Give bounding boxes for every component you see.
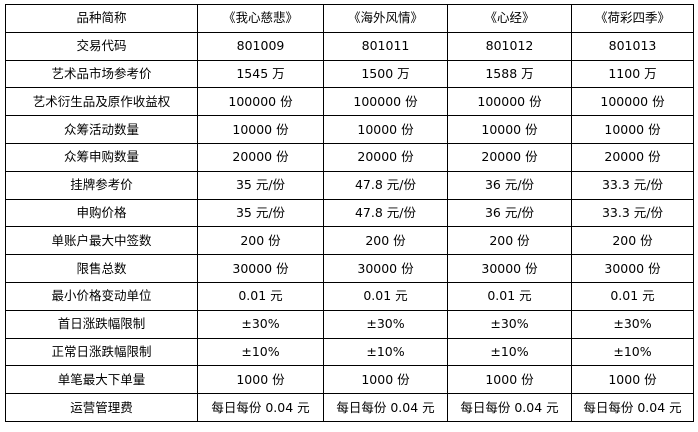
value-cell: 30000 份: [571, 254, 694, 283]
value-cell: 1545 万: [197, 59, 324, 89]
table-row: 限售总数 30000 份 30000 份 30000 份 30000 份: [5, 254, 694, 283]
value-cell: 100000 份: [197, 87, 324, 117]
table-row: 最小价格变动单位 0.01 元 0.01 元 0.01 元 0.01 元: [5, 281, 694, 311]
value-cell: ±30%: [447, 309, 572, 339]
value-cell: 20000 份: [197, 142, 324, 172]
row-label-cell: 首日涨跌幅限制: [5, 309, 198, 339]
header-product-cell: 《海外风情》: [323, 4, 448, 33]
row-label-cell: 众筹申购数量: [5, 142, 198, 172]
table-row: 申购价格 35 元/份 47.8 元/份 36 元/份 33.3 元/份: [5, 198, 694, 228]
table-row: 艺术衍生品及原作收益权 100000 份 100000 份 100000 份 10000…: [5, 87, 694, 117]
value-cell: 33.3 元/份: [571, 198, 694, 228]
table-row: 挂牌参考价 35 元/份 47.8 元/份 36 元/份 33.3 元/份: [5, 170, 694, 200]
row-label-cell: 正常日涨跌幅限制: [5, 337, 198, 367]
value-cell: 20000 份: [571, 142, 694, 172]
header-label-cell: 品种简称: [5, 4, 198, 33]
table-row: 正常日涨跌幅限制 ±10% ±10% ±10% ±10%: [5, 337, 694, 367]
table-row: 运营管理费 每日每份 0.04 元每日每份 0.04 元每日每份 0.04 元每日…: [5, 393, 694, 422]
row-label-cell: 众筹活动数量: [5, 115, 198, 144]
value-cell: ±10%: [571, 337, 694, 367]
value-cell: 36 元/份: [447, 198, 572, 228]
value-cell: 1000 份: [323, 365, 448, 395]
row-label-cell: 限售总数: [5, 254, 198, 283]
table-row: 单笔最大下单量 1000 份 1000 份 1000 份 1000 份: [5, 365, 694, 395]
row-label-cell: 交易代码: [5, 31, 198, 61]
row-label-cell: 最小价格变动单位: [5, 281, 198, 311]
value-cell: 0.01 元: [571, 281, 694, 311]
value-cell: 30000 份: [447, 254, 572, 283]
value-cell: 1100 万: [571, 59, 694, 89]
value-cell: 0.01 元: [197, 281, 324, 311]
row-label-cell: 运营管理费: [5, 393, 198, 422]
row-label-cell: 艺术品市场参考价: [5, 59, 198, 89]
value-cell: ±10%: [323, 337, 448, 367]
table-container: 品种简称 《我心慈悲》 《海外风情》 《心经》 《荷彩四季》 交易代码 80100…: [5, 4, 694, 422]
value-cell: 100000 份: [447, 87, 572, 117]
row-label-cell: 挂牌参考价: [5, 170, 198, 200]
value-cell: 10000 份: [447, 115, 572, 144]
table-row: 首日涨跌幅限制 ±30% ±30% ±30% ±30%: [5, 309, 694, 339]
value-cell: 36 元/份: [447, 170, 572, 200]
table-header-row: 品种简称 《我心慈悲》 《海外风情》 《心经》 《荷彩四季》: [5, 4, 694, 33]
value-cell: 每日每份 0.04 元: [323, 393, 448, 422]
value-cell: 每日每份 0.04 元: [571, 393, 694, 422]
product-parameters-table: 品种简称 《我心慈悲》 《海外风情》 《心经》 《荷彩四季》 交易代码 80100…: [5, 4, 694, 422]
value-cell: 200 份: [323, 226, 448, 256]
value-cell: 801012: [447, 31, 572, 61]
table-row: 众筹申购数量 20000 份 20000 份 20000 份 20000 份: [5, 142, 694, 172]
value-cell: 30000 份: [323, 254, 448, 283]
value-cell: 801013: [571, 31, 694, 61]
value-cell: 47.8 元/份: [323, 170, 448, 200]
row-label-cell: 单账户最大中签数: [5, 226, 198, 256]
value-cell: 200 份: [447, 226, 572, 256]
value-cell: 200 份: [571, 226, 694, 256]
value-cell: 每日每份 0.04 元: [447, 393, 572, 422]
row-label-cell: 单笔最大下单量: [5, 365, 198, 395]
value-cell: 801011: [323, 31, 448, 61]
value-cell: 1000 份: [197, 365, 324, 395]
header-product-cell: 《心经》: [447, 4, 572, 33]
value-cell: 200 份: [197, 226, 324, 256]
value-cell: 20000 份: [447, 142, 572, 172]
value-cell: 20000 份: [323, 142, 448, 172]
value-cell: 1000 份: [447, 365, 572, 395]
value-cell: 0.01 元: [447, 281, 572, 311]
table-row: 交易代码 801009 801011 801012 801013: [5, 31, 694, 61]
value-cell: 47.8 元/份: [323, 198, 448, 228]
table-row: 艺术品市场参考价 1545 万 1500 万 1588 万 1100 万: [5, 59, 694, 89]
value-cell: 30000 份: [197, 254, 324, 283]
header-product-cell: 《荷彩四季》: [571, 4, 694, 33]
value-cell: ±10%: [197, 337, 324, 367]
value-cell: 1588 万: [447, 59, 572, 89]
value-cell: 35 元/份: [197, 198, 324, 228]
value-cell: 1000 份: [571, 365, 694, 395]
table-row: 众筹活动数量 10000 份 10000 份 10000 份 10000 份: [5, 115, 694, 144]
value-cell: ±30%: [197, 309, 324, 339]
value-cell: 33.3 元/份: [571, 170, 694, 200]
row-label-cell: 艺术衍生品及原作收益权: [5, 87, 198, 117]
value-cell: ±10%: [447, 337, 572, 367]
value-cell: 35 元/份: [197, 170, 324, 200]
table-body: 品种简称 《我心慈悲》 《海外风情》 《心经》 《荷彩四季》 交易代码 80100…: [5, 4, 694, 422]
value-cell: ±30%: [571, 309, 694, 339]
value-cell: 100000 份: [323, 87, 448, 117]
row-label-cell: 申购价格: [5, 198, 198, 228]
value-cell: 1500 万: [323, 59, 448, 89]
table-row: 单账户最大中签数 200 份 200 份 200 份 200 份: [5, 226, 694, 256]
header-product-cell: 《我心慈悲》: [197, 4, 324, 33]
value-cell: 0.01 元: [323, 281, 448, 311]
value-cell: 10000 份: [571, 115, 694, 144]
value-cell: 100000 份: [571, 87, 694, 117]
value-cell: 每日每份 0.04 元: [197, 393, 324, 422]
value-cell: 10000 份: [197, 115, 324, 144]
value-cell: ±30%: [323, 309, 448, 339]
value-cell: 801009: [197, 31, 324, 61]
value-cell: 10000 份: [323, 115, 448, 144]
